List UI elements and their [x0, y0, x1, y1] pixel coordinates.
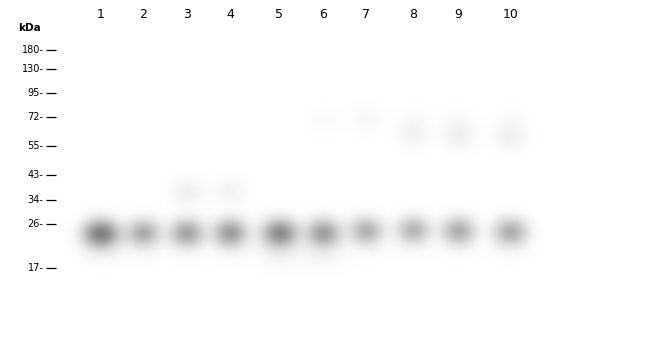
- Text: 5: 5: [276, 8, 283, 21]
- Text: 3: 3: [183, 8, 190, 21]
- Text: 72-: 72-: [27, 112, 44, 122]
- Text: 1: 1: [97, 8, 105, 21]
- Text: 180-: 180-: [21, 45, 44, 55]
- Text: 6: 6: [319, 8, 327, 21]
- Text: 130-: 130-: [21, 64, 44, 74]
- Text: 9: 9: [454, 8, 462, 21]
- Text: 4: 4: [226, 8, 234, 21]
- Text: 26-: 26-: [28, 218, 44, 229]
- Text: 7: 7: [362, 8, 370, 21]
- Text: 55-: 55-: [27, 141, 44, 151]
- Text: 10: 10: [502, 8, 518, 21]
- Text: 2: 2: [139, 8, 147, 21]
- Text: 43-: 43-: [28, 170, 44, 181]
- Text: kDa: kDa: [18, 22, 41, 33]
- Text: 34-: 34-: [28, 194, 44, 205]
- Text: 8: 8: [409, 8, 417, 21]
- Text: 17-: 17-: [28, 263, 44, 273]
- Text: 95-: 95-: [28, 88, 44, 98]
